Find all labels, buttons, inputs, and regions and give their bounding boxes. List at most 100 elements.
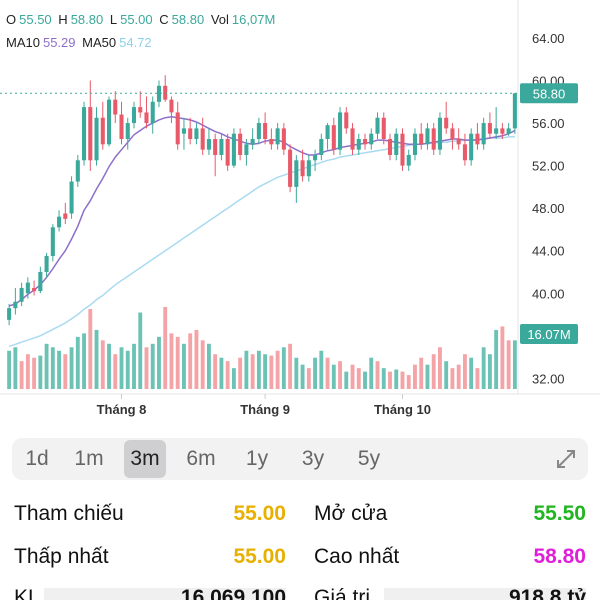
volume-bar xyxy=(338,361,342,389)
candle-body xyxy=(200,128,205,150)
candle-body xyxy=(119,114,124,140)
period-5y-button[interactable]: 5y xyxy=(357,447,381,470)
candle-body xyxy=(319,139,324,155)
volume-bar xyxy=(19,361,24,389)
candle-body xyxy=(375,117,380,134)
volume-bar xyxy=(32,357,37,389)
volume-bar xyxy=(119,347,124,389)
volume-bar xyxy=(369,357,374,389)
high-price-value: 58.80 xyxy=(533,545,586,568)
volume-row-bg xyxy=(44,588,286,600)
open-price-label: Mở cửa xyxy=(314,502,388,525)
period-3m-button[interactable]: 3m xyxy=(124,440,166,478)
last-price-tag xyxy=(520,83,578,104)
candle-body xyxy=(194,128,199,140)
reference-price-value: 55.00 xyxy=(233,502,286,525)
price-tick-label: 64.00 xyxy=(532,31,565,46)
price-chart[interactable]: 64.0060.0056.0052.0048.0044.0040.0036.00… xyxy=(0,0,600,430)
period-1y-button[interactable]: 1y xyxy=(245,447,269,470)
volume-bar xyxy=(225,361,230,389)
volume-bar xyxy=(150,343,155,389)
volume-bar xyxy=(331,364,336,389)
volume-bar xyxy=(481,347,486,389)
candle-body xyxy=(269,139,274,145)
candle-body xyxy=(94,117,99,161)
period-3y-button[interactable]: 3y xyxy=(301,447,325,470)
volume-bar xyxy=(163,306,168,389)
candle-body xyxy=(412,133,418,155)
candle-body xyxy=(57,216,62,228)
candle-body xyxy=(381,117,386,140)
volume-bar xyxy=(194,329,199,389)
volume-bar xyxy=(300,364,305,389)
candle-body xyxy=(356,139,361,150)
reference-price-label: Tham chiếu xyxy=(14,502,124,525)
volume-bar xyxy=(113,354,118,389)
candle-body xyxy=(231,133,236,166)
high-value: 58.80 xyxy=(70,12,104,27)
period-6m-button[interactable]: 6m xyxy=(186,447,216,470)
volume-bar xyxy=(494,329,499,389)
period-1d-button[interactable]: 1d xyxy=(25,447,49,470)
candle-body xyxy=(406,154,411,166)
volume-bar xyxy=(406,375,411,389)
candle-body xyxy=(294,160,299,187)
volume-bar xyxy=(231,368,236,389)
candle-body xyxy=(225,139,230,166)
volume-bar xyxy=(238,357,243,389)
candle-body xyxy=(113,99,118,115)
volume-bar xyxy=(313,357,318,389)
high-label: H xyxy=(58,12,68,27)
candle-body xyxy=(325,125,330,140)
price-tick-label: 48.00 xyxy=(532,201,565,216)
candle-body xyxy=(450,128,455,140)
volume-bar xyxy=(450,368,455,389)
volume-bar xyxy=(182,343,186,389)
candle-body xyxy=(431,128,436,150)
volume-bar xyxy=(107,343,111,389)
volume-bar xyxy=(75,336,80,389)
volume-bar xyxy=(506,340,511,389)
open-value: 55.50 xyxy=(19,12,52,27)
candle-body xyxy=(138,107,143,113)
candle-body xyxy=(106,99,112,145)
volume-bar xyxy=(431,354,436,389)
ma10-value: 55.29 xyxy=(42,35,76,50)
volume-bar xyxy=(244,350,249,389)
candle-body xyxy=(469,133,474,161)
price-tick-label: 32.00 xyxy=(532,371,565,386)
candle-body xyxy=(63,213,68,219)
volume-bar xyxy=(306,368,311,389)
trade-value-value: 918.8 tỷ xyxy=(508,586,586,600)
volume-bar xyxy=(462,354,467,389)
month-label: Tháng 10 xyxy=(374,402,431,417)
candle-body xyxy=(263,123,268,140)
high-price-label: Cao nhất xyxy=(314,545,400,568)
volume-bar xyxy=(381,368,386,389)
candle-body xyxy=(100,117,105,145)
candle-body xyxy=(256,123,261,140)
period-1m-button[interactable]: 1m xyxy=(74,447,104,470)
expand-diagonal-icon[interactable] xyxy=(554,447,578,471)
candle-body xyxy=(338,112,343,150)
candle-body xyxy=(306,160,311,177)
candle-body xyxy=(288,149,293,187)
volume-bar xyxy=(425,364,430,389)
candle-body xyxy=(275,128,280,145)
candle-body xyxy=(400,133,405,166)
volume-bar xyxy=(88,309,93,389)
period-selector: 1d 1m 3m 6m 1y 3y 5y xyxy=(12,438,588,480)
trade-value-label: Giá trị xyxy=(314,586,371,600)
candle-body xyxy=(75,160,80,182)
volume-bar xyxy=(344,371,349,389)
volume-bar xyxy=(50,347,55,389)
volume-bar xyxy=(444,361,449,389)
candle-body xyxy=(156,85,162,102)
candle-body xyxy=(7,308,12,320)
candle-body xyxy=(169,99,174,113)
price-tick-label: 56.00 xyxy=(532,116,565,131)
volume-bar xyxy=(82,333,86,389)
volume-bar xyxy=(487,354,492,389)
price-tick-label: 40.00 xyxy=(532,286,565,301)
open-price-value: 55.50 xyxy=(533,502,586,525)
